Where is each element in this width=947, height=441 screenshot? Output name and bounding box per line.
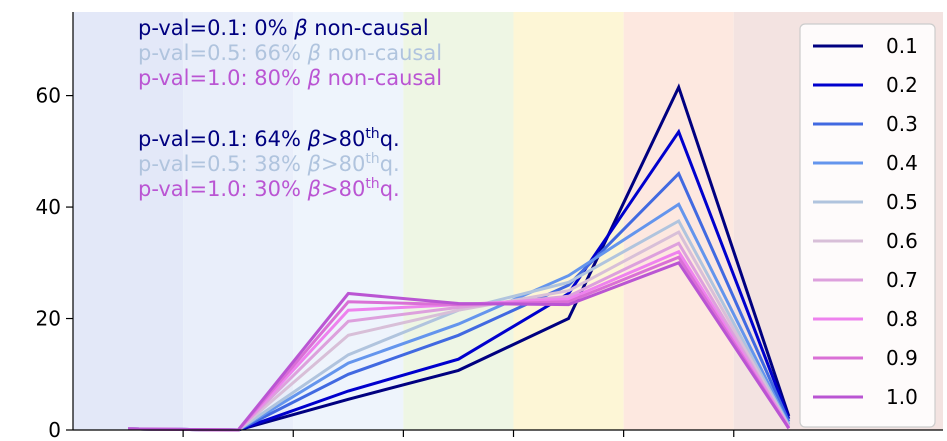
legend-label-0.5: 0.5: [886, 190, 918, 214]
annotation-prefix: p-val=0.1: 64%: [138, 127, 308, 151]
annotation-tail: q.: [380, 127, 400, 151]
band-4: [513, 12, 624, 430]
legend-label-0.4: 0.4: [886, 151, 918, 175]
annotation-prefix: p-val=0.5: 66%: [138, 41, 308, 65]
axes: 0 20 40 60: [36, 12, 943, 441]
annotation-superscript: th: [365, 176, 379, 192]
legend-label-0.1: 0.1: [886, 34, 918, 58]
annotation-beta: β: [307, 66, 321, 90]
annotation-beta: β: [307, 127, 321, 151]
legend: 0.1 0.2 0.3 0.4 0.5 0.6 0.7 0.8 0.9 1.0: [799, 23, 936, 428]
y-tick-label: 20: [36, 307, 61, 331]
legend-label-0.8: 0.8: [886, 307, 918, 331]
annotation-tail: q.: [380, 152, 400, 176]
annotation-noncausal-2: p-val=1.0: 80% β non-causal: [138, 66, 442, 90]
band-1: [183, 12, 294, 430]
annotation-beta: β: [293, 16, 307, 40]
legend-label-0.7: 0.7: [886, 268, 918, 292]
annotation-prefix: p-val=1.0: 30%: [138, 177, 308, 201]
annotation-quantile-1: p-val=0.5: 38% β>80thq.: [138, 151, 400, 176]
annotation-quantile-0: p-val=0.1: 64% β>80thq.: [138, 126, 400, 151]
annotation-superscript: th: [365, 151, 379, 167]
annotation-beta: β: [307, 41, 321, 65]
annotation-suffix: non-causal: [308, 16, 429, 40]
y-tick-label: 60: [36, 84, 61, 108]
legend-label-0.9: 0.9: [886, 346, 918, 370]
annotation-suffix: non-causal: [321, 66, 442, 90]
annotation-beta: β: [307, 177, 321, 201]
annotation-prefix: p-val=1.0: 80%: [138, 66, 308, 90]
annotation-prefix: p-val=0.1: 0%: [138, 16, 294, 40]
y-tick-label: 40: [36, 195, 61, 219]
annotation-noncausal-0: p-val=0.1: 0% β non-causal: [138, 16, 429, 40]
legend-label-0.6: 0.6: [886, 229, 918, 253]
annotation-prefix: p-val=0.5: 38%: [138, 152, 308, 176]
annotation-superscript: th: [365, 126, 379, 142]
annotation-threshold: >80: [321, 177, 365, 201]
annotation-tail: q.: [380, 177, 400, 201]
annotation-suffix: non-causal: [321, 41, 442, 65]
annotation-beta: β: [307, 152, 321, 176]
legend-label-0.3: 0.3: [886, 112, 918, 136]
annotation-noncausal-1: p-val=0.5: 66% β non-causal: [138, 41, 442, 65]
band-0: [73, 12, 184, 430]
legend-label-1.0: 1.0: [886, 385, 918, 409]
annotation-threshold: >80: [321, 127, 365, 151]
annotation-threshold: >80: [321, 152, 365, 176]
y-tick-label: 0: [48, 418, 61, 441]
annotation-quantile-2: p-val=1.0: 30% β>80thq.: [138, 176, 400, 201]
legend-label-0.2: 0.2: [886, 73, 918, 97]
